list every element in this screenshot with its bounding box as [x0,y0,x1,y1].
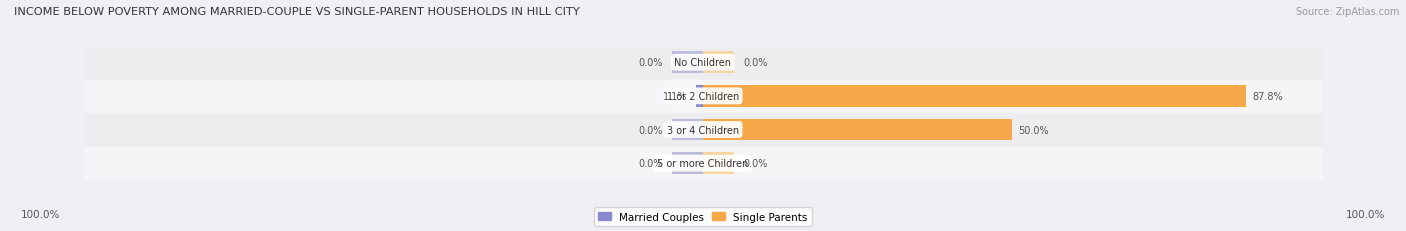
Text: 87.8%: 87.8% [1253,91,1284,101]
Text: 1.1%: 1.1% [662,91,688,101]
Bar [672,152,703,174]
Text: 3 or 4 Children: 3 or 4 Children [666,125,740,135]
Bar [703,52,734,74]
Bar [672,119,703,141]
Text: 1 or 2 Children: 1 or 2 Children [666,91,740,101]
Bar [703,119,1012,141]
Text: Source: ZipAtlas.com: Source: ZipAtlas.com [1295,7,1399,17]
Text: 50.0%: 50.0% [1018,125,1049,135]
Bar [703,152,734,174]
Text: No Children: No Children [675,58,731,68]
Bar [696,85,703,107]
Text: 100.0%: 100.0% [21,210,60,219]
Text: 0.0%: 0.0% [638,58,662,68]
Text: 5 or more Children: 5 or more Children [658,158,748,168]
Legend: Married Couples, Single Parents: Married Couples, Single Parents [595,208,811,226]
Bar [703,85,1246,107]
Bar [672,52,703,74]
Text: 0.0%: 0.0% [638,125,662,135]
Text: 0.0%: 0.0% [744,58,768,68]
Text: 0.0%: 0.0% [638,158,662,168]
Text: INCOME BELOW POVERTY AMONG MARRIED-COUPLE VS SINGLE-PARENT HOUSEHOLDS IN HILL CI: INCOME BELOW POVERTY AMONG MARRIED-COUPL… [14,7,579,17]
Text: 100.0%: 100.0% [1346,210,1385,219]
Text: 0.0%: 0.0% [744,158,768,168]
